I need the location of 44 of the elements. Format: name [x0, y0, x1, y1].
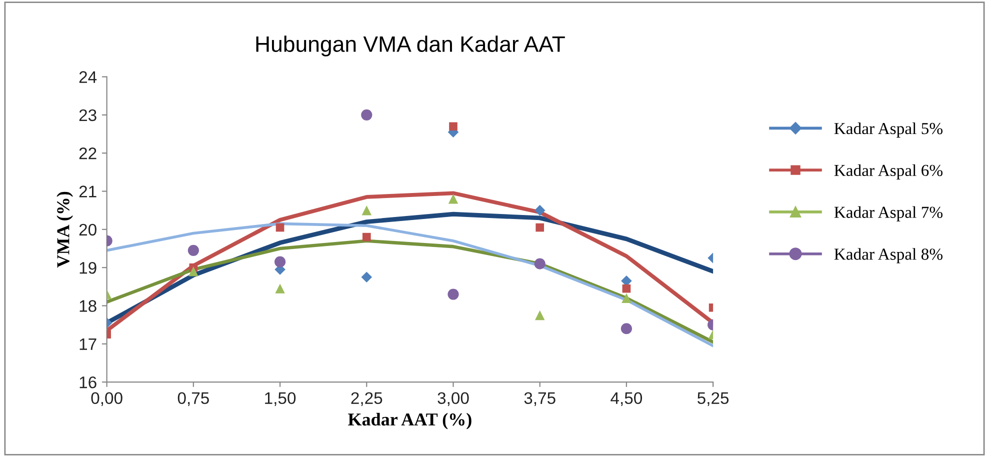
point	[620, 323, 632, 334]
line-series	[106, 222, 714, 348]
chart-title: Hubungan VMA dan Kadar AAT	[256, 36, 565, 56]
y-tick-label: 20	[79, 224, 96, 236]
x-tick-label: 0,75	[178, 392, 209, 406]
point	[534, 310, 545, 320]
legend-label: Kadar Aspal 6%	[834, 164, 943, 180]
point	[361, 272, 372, 283]
x-tick-label: 5,25	[698, 392, 729, 406]
legend-label: Kadar Aspal 5%	[834, 122, 943, 138]
x-tick-label: 1,50	[265, 392, 296, 406]
point	[448, 194, 458, 204]
x-tick-label: 3,75	[524, 392, 556, 406]
y-tick-label: 18	[80, 300, 96, 312]
point	[361, 109, 372, 120]
y-tick-label: 21	[79, 186, 96, 198]
point	[536, 223, 544, 232]
point	[274, 256, 286, 268]
point	[275, 284, 285, 294]
point	[448, 288, 459, 300]
y-tick-label: 22	[79, 147, 96, 160]
point	[622, 293, 632, 303]
y-tick-label: 16	[80, 376, 96, 388]
x-tick-label: 2,25	[351, 392, 382, 406]
legend-label: Kadar Aspal 7%	[834, 206, 943, 222]
legend-label: Kadar Aspal 8%	[834, 248, 943, 264]
point	[449, 122, 458, 131]
point	[622, 284, 631, 293]
y-tick-label: 24	[79, 71, 97, 83]
point	[534, 258, 546, 270]
point	[362, 205, 372, 216]
point	[276, 223, 284, 232]
x-tick-label: 0,00	[91, 392, 122, 406]
x-tick-label: 4,50	[610, 392, 642, 406]
point	[188, 266, 198, 276]
y-tick-label: 23	[79, 109, 96, 122]
point	[534, 204, 546, 216]
point	[188, 244, 199, 256]
x-tick-label: 3,00	[438, 392, 469, 406]
y-tick-label: 17	[80, 338, 96, 350]
y-tick-label: 19	[80, 262, 96, 274]
point	[362, 232, 371, 242]
x-axis-title: Kadar AAT (%)	[348, 412, 472, 430]
y-axis-title: VMA (%)	[56, 192, 73, 268]
